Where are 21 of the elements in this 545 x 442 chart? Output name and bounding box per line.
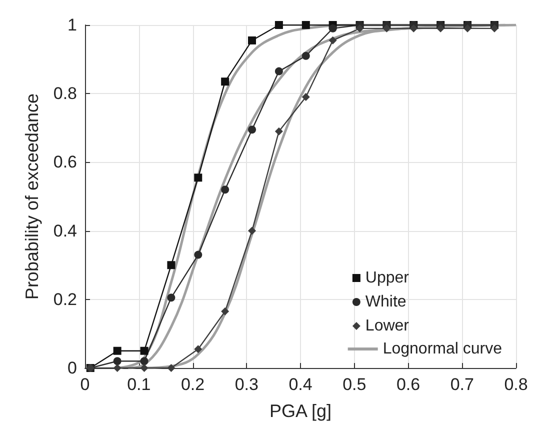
legend-label: Lower (365, 318, 410, 334)
legend-label: White (365, 294, 406, 310)
x-tick-label: 0.6 (396, 375, 420, 394)
x-tick-label: 0.1 (127, 375, 151, 394)
y-tick-label: 0.4 (53, 221, 77, 240)
x-tick-label: 0 (80, 375, 90, 394)
y-tick-label: 0.6 (53, 152, 77, 172)
x-tick-label: 0.5 (342, 375, 366, 394)
x-tick-label: 0.8 (504, 375, 528, 394)
x-tick-label: 0.2 (180, 375, 205, 394)
y-axis-title: Probability of exceedance (22, 93, 42, 300)
y-tick-label: 1 (68, 16, 77, 34)
x-tick-label: 0.4 (288, 375, 312, 394)
y-tick-label: 0 (68, 358, 77, 378)
x-tick-label: 0.7 (450, 375, 474, 394)
y-tick-label: 0.2 (53, 290, 77, 309)
x-axis-title: PGA [g] (269, 401, 332, 421)
legend-label: Upper (365, 270, 410, 286)
x-tick-label: 0.3 (234, 375, 258, 394)
y-tick-label: 0.8 (53, 84, 77, 104)
legend-label: Lognormal curve (382, 340, 502, 358)
